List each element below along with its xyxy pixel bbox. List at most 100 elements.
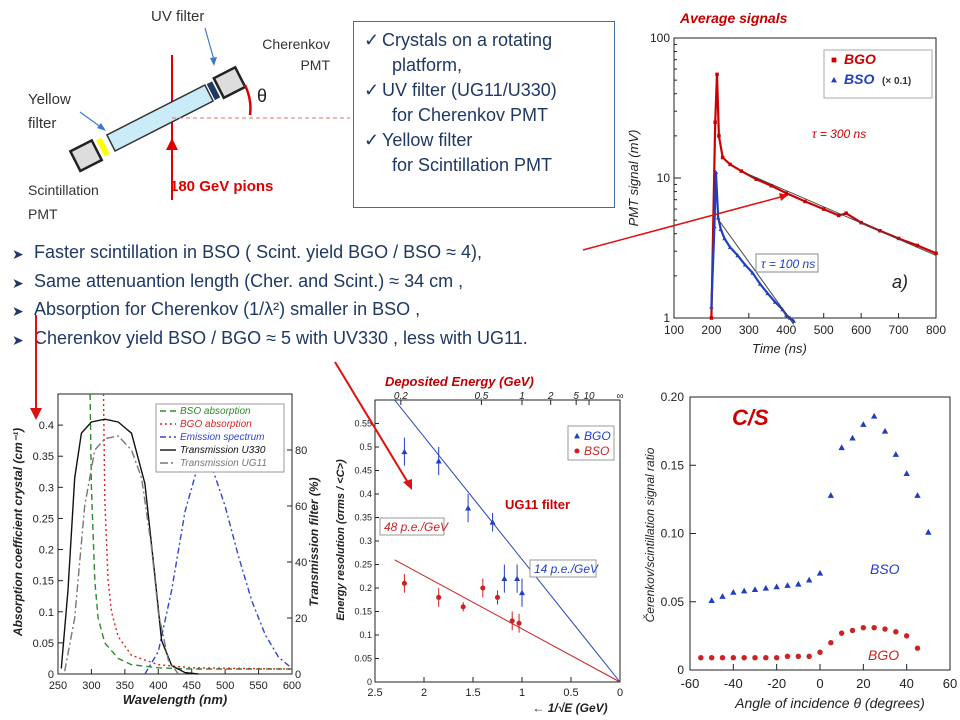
panel-label: a) [892, 272, 908, 292]
data-point [805, 576, 813, 583]
legend-box [567, 425, 615, 461]
data-point [915, 243, 920, 248]
x-tick-label: 20 [856, 676, 870, 691]
y-tick-label: 0.05 [33, 638, 54, 650]
y2-tick-label: 60 [295, 501, 307, 513]
y-axis-label: Čerenkov/scintillation signal ratio [642, 447, 657, 622]
yellow-filter-element [96, 137, 110, 157]
legend-label: Transmission UG11 [180, 458, 267, 469]
x-tick-label: 400 [776, 323, 796, 337]
bullet-list: ➤ Faster scintillation in BSO ( Scint. yi… [12, 239, 528, 353]
scint-pmt-line1: Scintillation [28, 182, 99, 198]
pmt-signal-chart: 100 200 300 400 500 600 700 800 1 10 100 PMT signal… [626, 31, 946, 337]
uv-filter-label: UV filter [151, 8, 205, 25]
average-signals-label: Average signals [680, 10, 788, 26]
scint-pmt-line2: PMT [28, 206, 58, 222]
bullet-text: Absorption for Cherenkov (1/λ²) smaller … [34, 299, 421, 319]
yellow-pointer [79, 111, 103, 129]
x-tick-label: 500 [814, 323, 834, 337]
data-point [509, 618, 515, 624]
legend-label: BSO absorption [180, 406, 251, 417]
y-tick-label: 0.2 [39, 545, 54, 557]
x-tick-label: 60 [943, 676, 957, 691]
y-tick-label: 0.05 [661, 595, 685, 609]
arrow-bullet-icon: ➤ [12, 303, 24, 319]
top-tick-label: 5 [573, 391, 579, 402]
data-point [574, 433, 580, 439]
arrow-bullet-icon: ➤ [12, 331, 24, 348]
absorption-transmission-chart: 250 300 350 400 450 500 550 60000.050.10.150.20… [11, 393, 321, 707]
y-tick-label: 0.15 [661, 458, 685, 472]
annotation-box [379, 517, 445, 536]
data-point [717, 134, 721, 138]
y-tick-label: 0.5 [359, 442, 372, 452]
data-point [849, 627, 856, 634]
legend-label: Emission spectrum [180, 432, 264, 443]
info-line: for Scintillation PMT [392, 155, 553, 175]
data-point [757, 281, 763, 286]
x-axis-label: ← 1/√E (GeV) [532, 701, 607, 715]
data-point [838, 630, 845, 636]
y-tick-label: 10 [657, 171, 671, 185]
time-axis-label: Time (ns) [752, 341, 807, 356]
series-line [89, 393, 292, 670]
data-point [715, 72, 719, 77]
info-line: platform, [392, 55, 463, 75]
setup-diagram: UV filter Cherenkov PMT Yellow filter Sc… [0, 0, 350, 230]
x-tick-label: 350 [116, 680, 134, 692]
legend-label: BSO [844, 71, 874, 87]
data-point [489, 519, 496, 525]
data-point [816, 569, 824, 576]
legend-label: BGO [844, 51, 876, 67]
data-point [765, 291, 770, 296]
bullet-item: ➤ Faster scintillation in BSO ( Scint. yi… [12, 239, 528, 268]
plot-frame [689, 396, 951, 671]
uv-filter-element [206, 81, 221, 101]
plot-frame [57, 393, 293, 675]
y-tick-label: 1 [663, 311, 670, 325]
y-tick-label: 0.3 [359, 536, 372, 546]
annotation: 48 p.e./GeV [384, 520, 449, 534]
data-point [831, 57, 837, 63]
bullet-item: ➤ Absorption for Cherenkov (1/λ²) smaller… [12, 296, 528, 325]
data-point [741, 654, 747, 661]
y-tick-label: 0.4 [359, 489, 372, 499]
x-tick-label: -40 [724, 676, 743, 691]
data-point [514, 575, 521, 581]
y-tick-label: 0.20 [661, 390, 685, 404]
y-tick-label: 0.1 [359, 630, 372, 640]
data-point [769, 184, 774, 188]
legend-label: Transmission U330 [180, 445, 266, 456]
data-point [860, 624, 867, 631]
annotation-box [529, 559, 597, 578]
annotation: τ = 100 ns [761, 257, 815, 271]
data-point [460, 604, 466, 610]
cherenkov-pmt-line1: Cherenkov [262, 36, 330, 52]
data-point [892, 451, 900, 457]
crystal [105, 84, 215, 152]
series-line [64, 435, 179, 675]
y2-tick-label: 80 [295, 445, 307, 457]
cherenkov-pmt-body [212, 65, 247, 100]
data-point [401, 580, 407, 586]
yellow-filter-line2: filter [28, 115, 57, 132]
x-tick-label: 1.5 [465, 687, 480, 699]
y2-axis-label: Transmission filter (%) [307, 477, 321, 606]
x-tick-label: 0 [816, 676, 823, 691]
top-tick-label: ∞ [616, 391, 623, 402]
x-tick-label: 200 [701, 323, 721, 337]
data-point [860, 421, 867, 427]
y-axis-label: Absorption coefficient crystal (cm⁻¹) [11, 428, 25, 637]
data-point [574, 448, 580, 454]
y-tick-label: 0.4 [39, 420, 54, 432]
x-tick-label: 40 [899, 676, 913, 691]
crystal-assembly [68, 65, 247, 173]
scintillation-pmt-label: Scintillation PMT [28, 178, 99, 226]
x-tick-label: 500 [216, 680, 234, 692]
y-tick-label: 0.35 [354, 513, 372, 523]
data-point [773, 654, 780, 661]
y-axis-label: Energy resolution (σrms / <C>) [335, 459, 347, 621]
data-point [763, 654, 769, 661]
data-point [730, 588, 737, 595]
data-point [436, 594, 442, 600]
